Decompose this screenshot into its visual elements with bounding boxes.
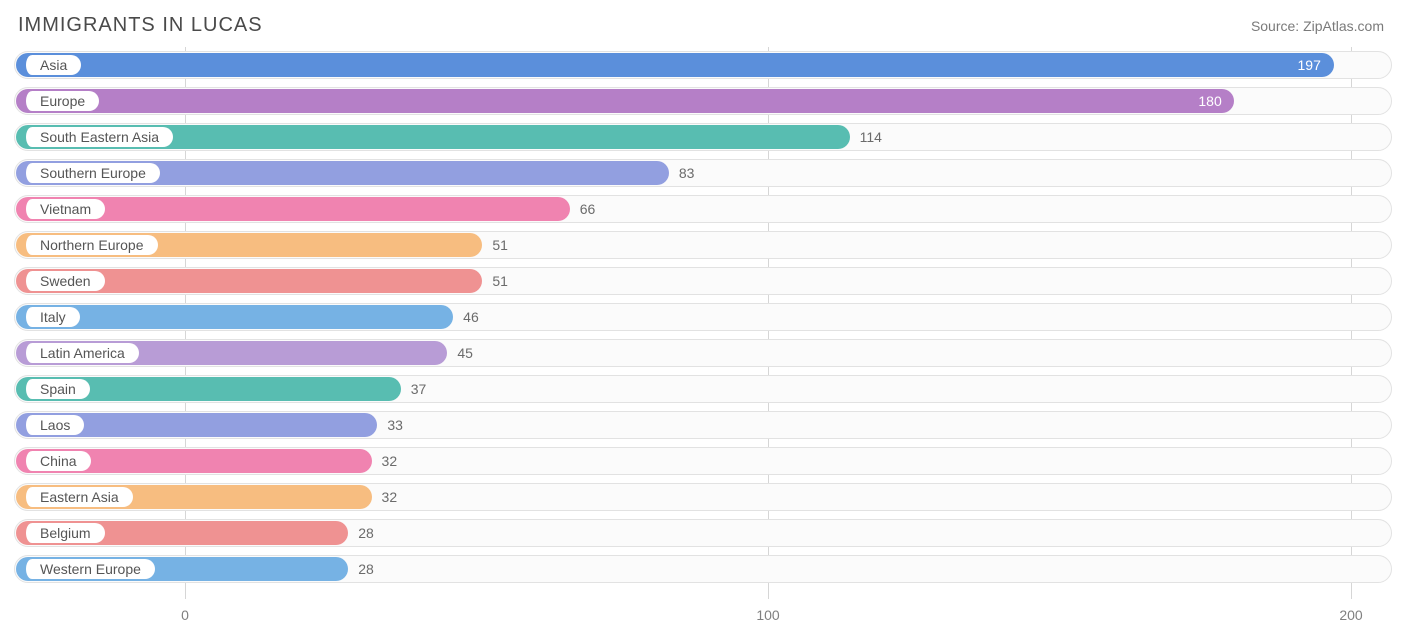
- bar-category-label: China: [22, 451, 91, 471]
- bar-value-label: 28: [358, 519, 374, 547]
- bar-category-label: Spain: [22, 379, 90, 399]
- bar-value-label: 51: [492, 231, 508, 259]
- bar-row: Eastern Asia 32: [14, 483, 1392, 511]
- axis-tick-label: 100: [756, 607, 779, 623]
- bar-row: Italy 46: [14, 303, 1392, 331]
- bar-fill: [16, 53, 1334, 77]
- bar-row: Southern Europe 83: [14, 159, 1392, 187]
- bar-row: China 32: [14, 447, 1392, 475]
- chart-title: IMMIGRANTS IN LUCAS: [18, 14, 263, 37]
- axis-tick-label: 200: [1339, 607, 1362, 623]
- bar-category-label: Italy: [22, 307, 80, 327]
- bar-value-label: 28: [358, 555, 374, 583]
- bar-category-label: Laos: [22, 415, 84, 435]
- bar-value-label: 66: [580, 195, 596, 223]
- bar-row: Northern Europe 51: [14, 231, 1392, 259]
- bar-value-label: 32: [382, 483, 398, 511]
- bar-fill: [16, 89, 1234, 113]
- bar-category-label: Southern Europe: [22, 163, 160, 183]
- bar-category-label: Northern Europe: [22, 235, 158, 255]
- bar-value-label: 51: [492, 267, 508, 295]
- chart-header: IMMIGRANTS IN LUCAS Source: ZipAtlas.com: [0, 0, 1406, 47]
- bar-category-label: Vietnam: [22, 199, 105, 219]
- bar-row: Sweden 51: [14, 267, 1392, 295]
- bar-category-label: Europe: [22, 91, 99, 111]
- bar-row: Asia 197: [14, 51, 1392, 79]
- bar-row: Latin America 45: [14, 339, 1392, 367]
- bar-value-label: 197: [1298, 51, 1321, 79]
- bar-value-label: 114: [860, 123, 882, 151]
- bar-category-label: Latin America: [22, 343, 139, 363]
- bar-category-label: Sweden: [22, 271, 105, 291]
- bar-value-label: 37: [411, 375, 427, 403]
- bar-category-label: Asia: [22, 55, 81, 75]
- bars-container: Asia197Europe180South Eastern Asia114Sou…: [14, 51, 1392, 591]
- bar-value-label: 45: [457, 339, 473, 367]
- bar-row: Vietnam 66: [14, 195, 1392, 223]
- chart-area: Asia197Europe180South Eastern Asia114Sou…: [14, 47, 1392, 599]
- bar-row: Western Europe 28: [14, 555, 1392, 583]
- axis-tick-label: 0: [181, 607, 189, 623]
- bar-category-label: Eastern Asia: [22, 487, 133, 507]
- bar-row: Europe 180: [14, 87, 1392, 115]
- bar-value-label: 32: [382, 447, 398, 475]
- bar-category-label: Belgium: [22, 523, 105, 543]
- bar-row: Belgium 28: [14, 519, 1392, 547]
- chart-source: Source: ZipAtlas.com: [1251, 18, 1384, 34]
- source-name: ZipAtlas.com: [1303, 18, 1384, 34]
- bar-row: Spain 37: [14, 375, 1392, 403]
- x-axis: 0 100 200: [14, 607, 1392, 627]
- bar-row: Laos 33: [14, 411, 1392, 439]
- bar-category-label: Western Europe: [22, 559, 155, 579]
- source-prefix: Source:: [1251, 18, 1303, 34]
- bar-value-label: 46: [463, 303, 479, 331]
- bar-fill: [16, 305, 453, 329]
- bar-category-label: South Eastern Asia: [22, 127, 173, 147]
- bar-value-label: 180: [1198, 87, 1221, 115]
- bar-value-label: 33: [387, 411, 403, 439]
- bar-value-label: 83: [679, 159, 695, 187]
- bar-row: South Eastern Asia 114: [14, 123, 1392, 151]
